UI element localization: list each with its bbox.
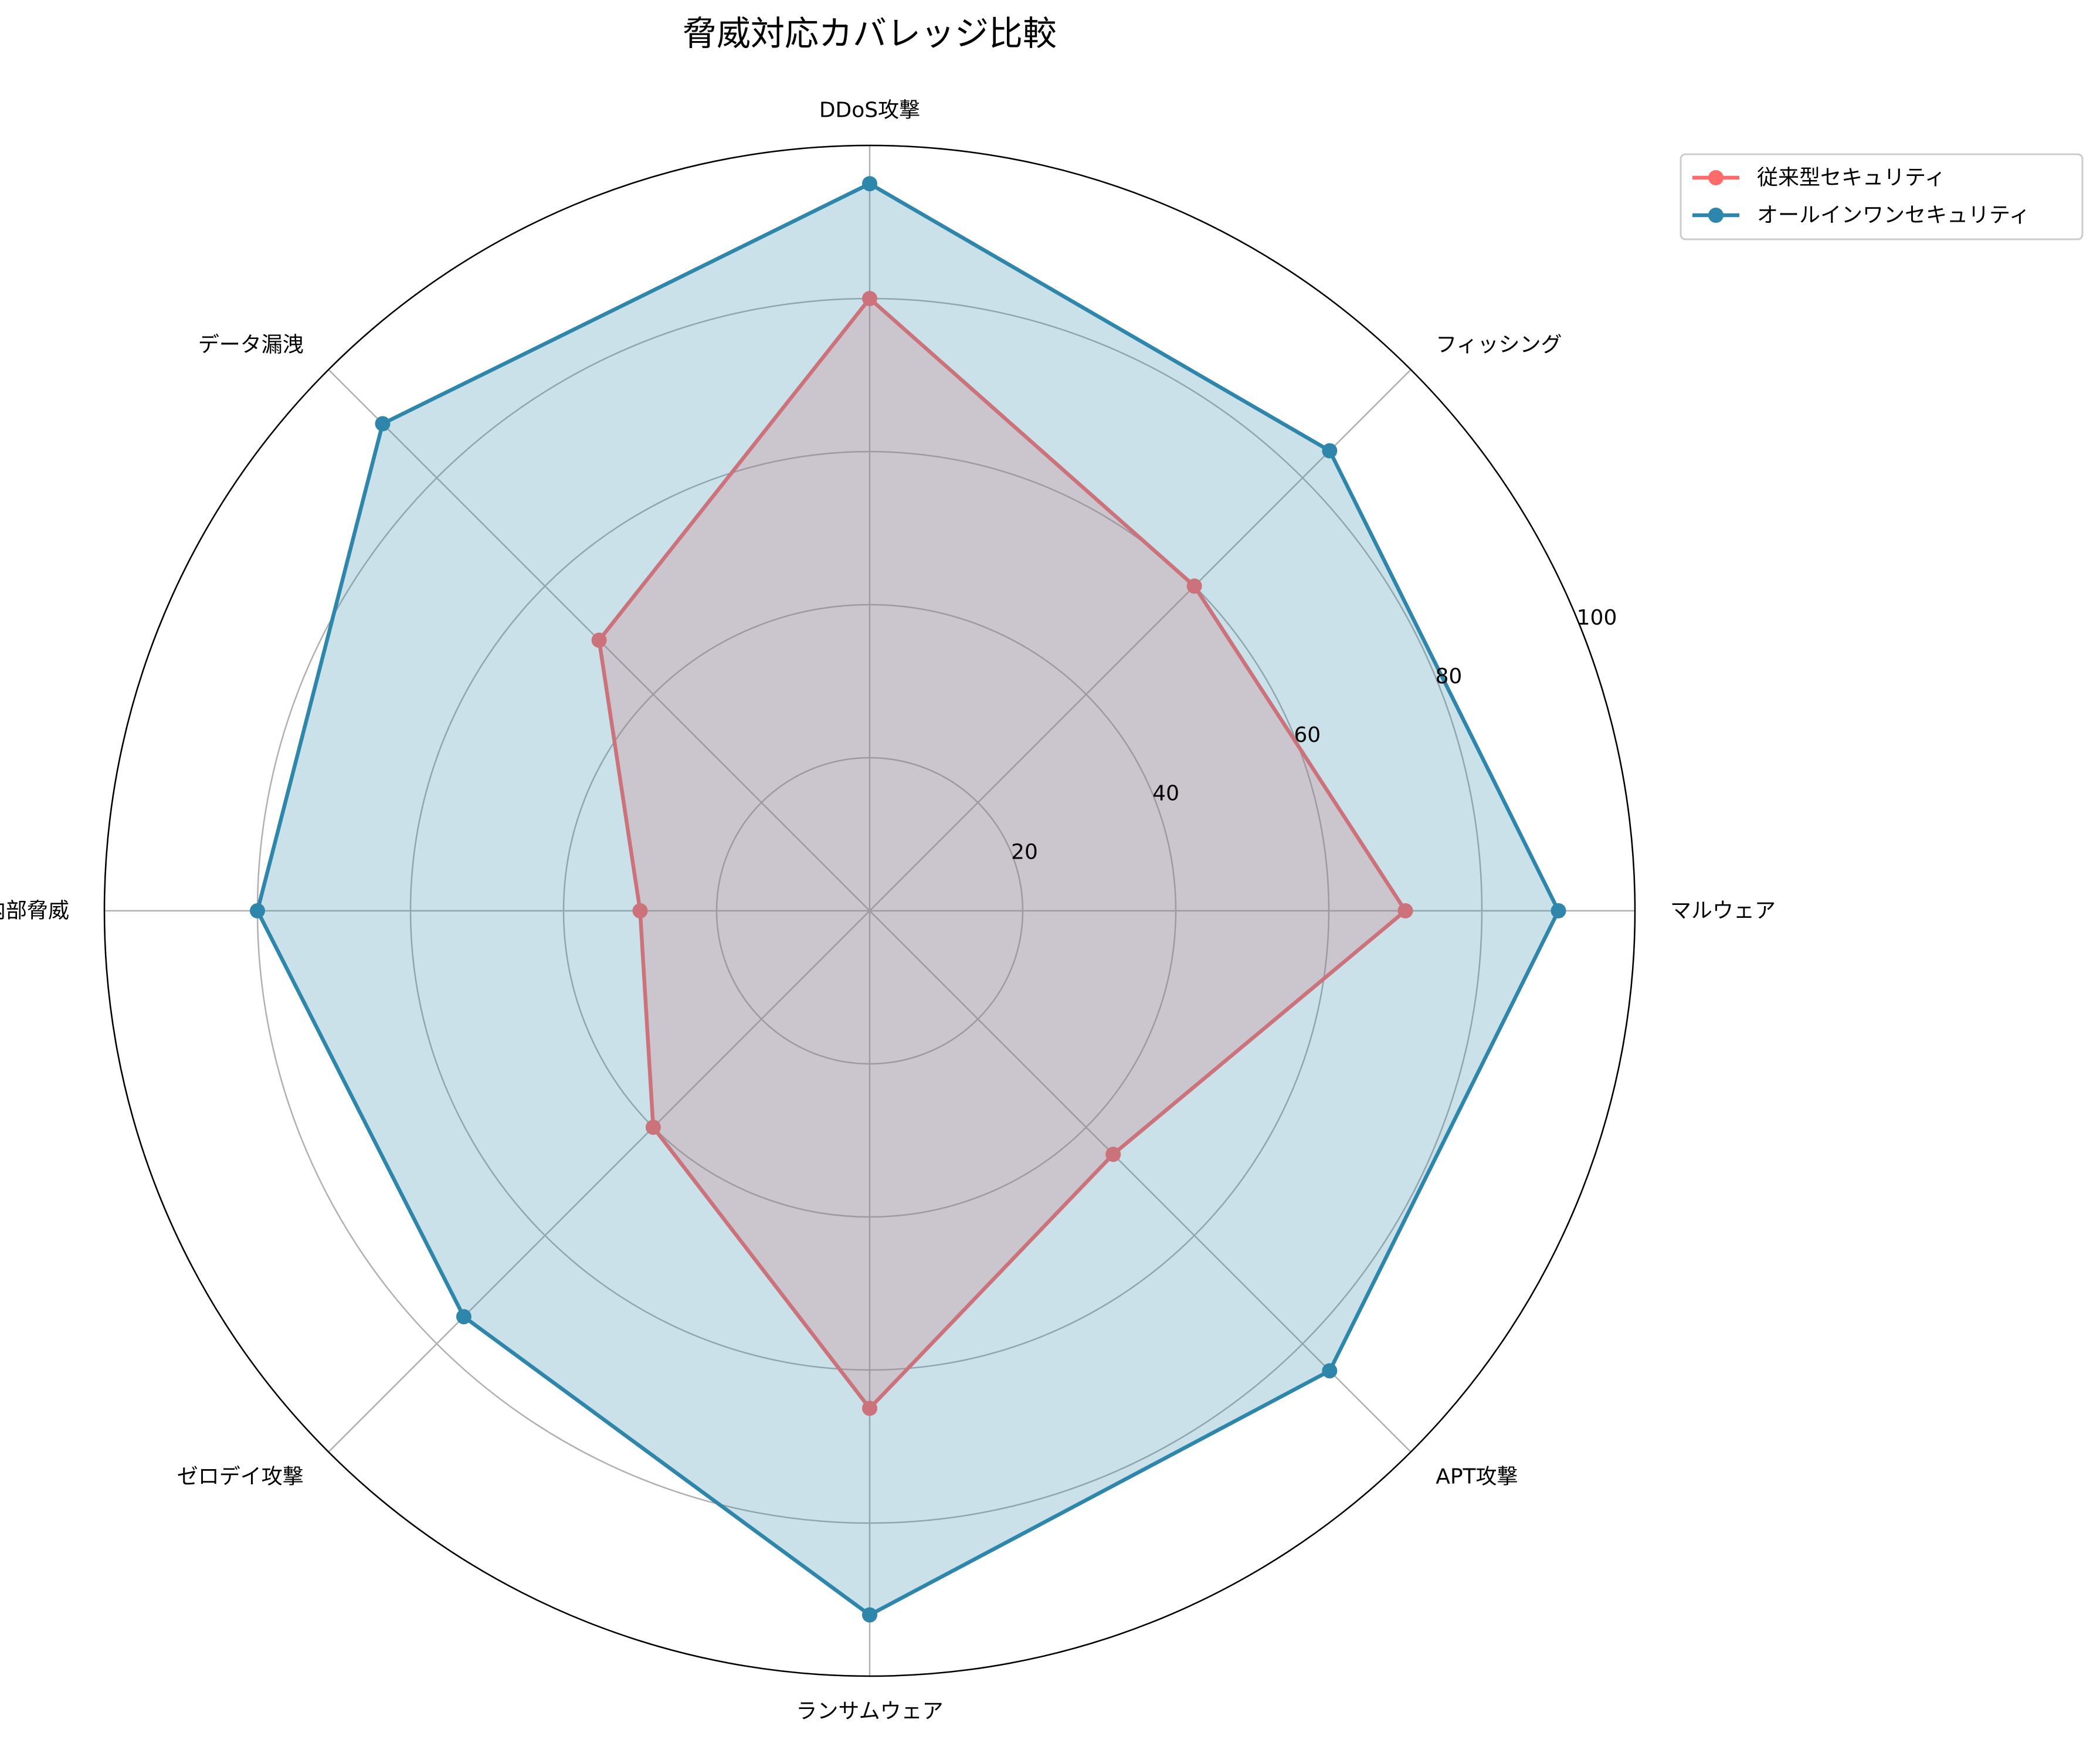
spoke-line-8	[869, 910, 1412, 1453]
category-label-7: ランサムウェア	[796, 1700, 943, 1724]
series-1-area	[599, 299, 1406, 1409]
series-2-point-6	[456, 1309, 471, 1325]
series-1-point-4	[591, 632, 607, 648]
category-label-5: 内部脅威	[0, 899, 69, 923]
series-1-point-6	[645, 1120, 661, 1135]
series-1-point-3	[862, 291, 877, 306]
legend-label-1: 従来型セキュリティ	[1757, 166, 1946, 190]
legend-swatch-marker-2	[1708, 208, 1724, 223]
series-1-point-5	[632, 903, 648, 918]
r-tick-label-40: 40	[1152, 782, 1179, 806]
series-1-point-8	[1105, 1147, 1121, 1162]
radial-tick-labels: 20 40 60 80 100	[1011, 606, 1617, 864]
r-tick-label-100: 100	[1577, 606, 1617, 630]
series-2-area	[257, 184, 1559, 1615]
category-label-4: データ漏洩	[198, 333, 304, 357]
spoke-line-6	[328, 910, 870, 1453]
category-label-3: DDoS攻撃	[819, 99, 920, 123]
series-2-point-4	[375, 416, 391, 432]
legend-swatch-marker-1	[1708, 170, 1724, 185]
category-label-2: フィッシング	[1436, 333, 1562, 357]
series-1-point-2	[1186, 578, 1202, 594]
category-label-6: ゼロデイ攻撃	[177, 1465, 304, 1489]
spoke-line-2	[869, 369, 1412, 911]
series-2-point-7	[862, 1607, 877, 1623]
series-2-point-2	[1322, 443, 1338, 459]
category-label-8: APT攻撃	[1436, 1465, 1518, 1489]
chart-title: 脅威対応カバレッジ比較	[683, 13, 1057, 53]
series-1-point-1	[1397, 903, 1413, 918]
series-2-point-5	[250, 903, 265, 918]
r-tick-label-80: 80	[1436, 664, 1463, 689]
category-labels: マルウェア フィッシング DDoS攻撃データ漏洩内部脅威ゼロデイ攻撃ランサムウェア A…	[0, 99, 1776, 1724]
outer-frame	[103, 144, 1636, 1677]
legend-box	[1680, 153, 2084, 240]
series-2-point-1	[1551, 903, 1566, 918]
radar-series	[250, 176, 1566, 1623]
series-2-point-3	[862, 176, 877, 192]
legend-label-2: オールインワンセキュリティ	[1757, 204, 2030, 228]
series-1-point-7	[862, 1400, 877, 1416]
series-2-point-8	[1322, 1363, 1338, 1379]
category-label-1: マルウェア	[1670, 899, 1776, 923]
r-tick-label-60: 60	[1294, 723, 1321, 747]
r-tick-label-20: 20	[1011, 840, 1038, 864]
